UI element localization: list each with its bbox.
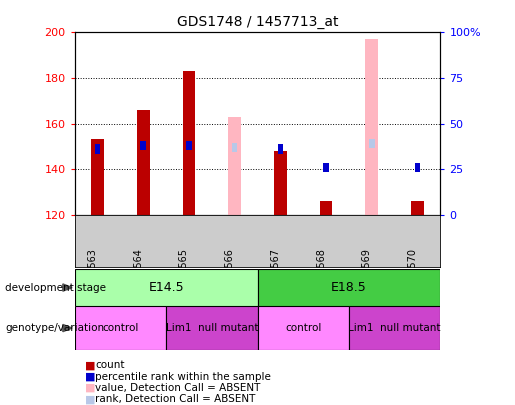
Text: ■: ■: [85, 360, 95, 370]
Title: GDS1748 / 1457713_at: GDS1748 / 1457713_at: [177, 15, 338, 29]
Bar: [369, 139, 374, 148]
Bar: [182, 71, 195, 215]
Text: genotype/variation: genotype/variation: [5, 323, 104, 333]
Text: control: control: [102, 323, 139, 333]
Bar: [232, 143, 237, 152]
Bar: [141, 141, 146, 150]
Text: Lim1  null mutant: Lim1 null mutant: [165, 323, 258, 333]
Bar: [411, 201, 424, 215]
Bar: [75, 306, 166, 350]
Text: Lim1  null mutant: Lim1 null mutant: [348, 323, 441, 333]
Bar: [278, 145, 283, 153]
Bar: [137, 110, 150, 215]
Bar: [95, 145, 100, 153]
Text: percentile rank within the sample: percentile rank within the sample: [95, 372, 271, 382]
Text: control: control: [285, 323, 321, 333]
Text: ■: ■: [85, 383, 95, 393]
Text: ■: ■: [85, 394, 95, 404]
Bar: [166, 306, 258, 350]
Text: ■: ■: [85, 372, 95, 382]
Text: rank, Detection Call = ABSENT: rank, Detection Call = ABSENT: [95, 394, 255, 404]
Bar: [228, 117, 241, 215]
Text: E14.5: E14.5: [148, 281, 184, 294]
Text: development stage: development stage: [5, 283, 106, 292]
Bar: [365, 39, 378, 215]
Text: value, Detection Call = ABSENT: value, Detection Call = ABSENT: [95, 383, 261, 393]
Bar: [323, 163, 329, 172]
Bar: [91, 139, 104, 215]
Bar: [75, 269, 258, 306]
Bar: [258, 269, 440, 306]
Text: count: count: [95, 360, 125, 370]
Bar: [415, 163, 420, 172]
Bar: [258, 306, 349, 350]
Text: E18.5: E18.5: [331, 281, 367, 294]
Bar: [274, 151, 287, 215]
Bar: [320, 201, 333, 215]
Bar: [349, 306, 440, 350]
Bar: [186, 141, 192, 150]
